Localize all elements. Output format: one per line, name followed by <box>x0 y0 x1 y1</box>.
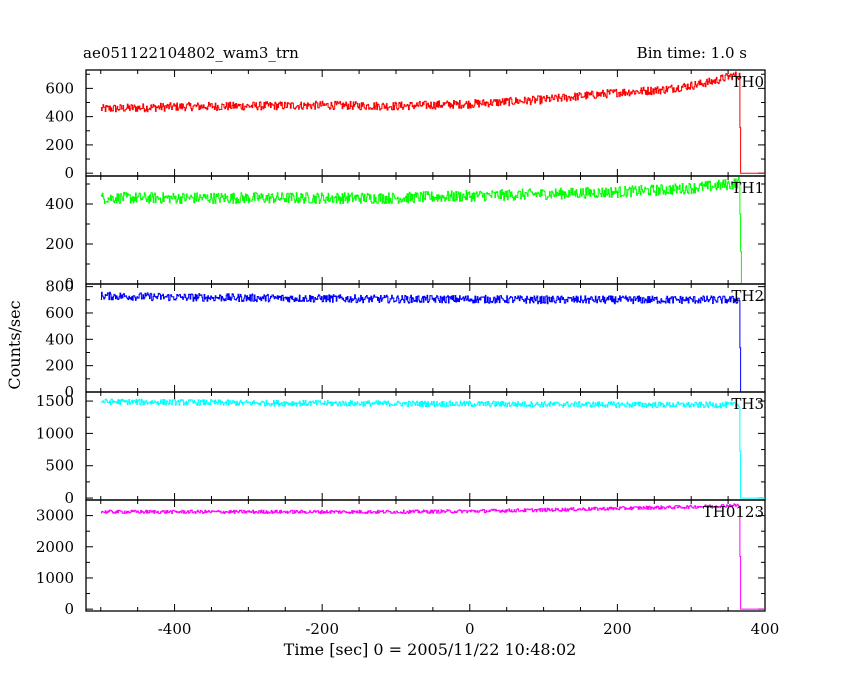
x-tick-label: -200 <box>305 620 339 638</box>
y-tick-label: 2000 <box>36 538 74 556</box>
bin-time-label: Bin time: 1.0 s <box>636 44 747 62</box>
y-tick-label: 0 <box>64 164 74 182</box>
panel-frame <box>85 391 766 501</box>
y-tick-label: 200 <box>45 235 74 253</box>
x-tick-label: 200 <box>603 620 632 638</box>
y-tick-label: 200 <box>45 136 74 154</box>
y-tick-label: 400 <box>45 330 74 348</box>
plot-title: ae051122104802_wam3_trn <box>83 44 299 62</box>
series-line-th3 <box>100 398 765 499</box>
x-tick-label: 0 <box>465 620 475 638</box>
y-tick-label: 0 <box>64 600 74 618</box>
series-line-th2 <box>100 291 765 393</box>
series-label-th3: TH3 <box>731 395 764 413</box>
y-tick-label: 0 <box>64 383 74 401</box>
panel-th0123: 0 1000 2000 3000 TH0123 <box>36 499 766 618</box>
x-tick-label: 400 <box>751 620 780 638</box>
series-label-th0: TH0 <box>731 73 764 91</box>
panel-frame <box>85 69 766 177</box>
panel-th3: 0 500 1000 1500 TH3 <box>36 391 766 507</box>
x-tick-label: -400 <box>158 620 192 638</box>
y-tick-label: 600 <box>45 304 74 322</box>
y-tick-label: 1000 <box>36 424 74 442</box>
y-tick-label: 600 <box>45 79 74 97</box>
series-label-th2: TH2 <box>731 287 764 305</box>
y-tick-label: 0 <box>64 489 74 507</box>
y-tick-label: 400 <box>45 195 74 213</box>
y-axis-label: Counts/sec <box>5 300 24 389</box>
panel-th1: 0 200 400 TH1 <box>45 175 766 293</box>
panel-th0: 0 200 400 600 TH0 <box>45 69 766 182</box>
x-axis-label: Time [sec] 0 = 2005/11/22 10:48:02 <box>284 640 577 659</box>
series-line-th0 <box>100 71 765 174</box>
y-tick-label: 500 <box>45 457 74 475</box>
y-tick-label: 0 <box>64 275 74 293</box>
series-line-th1 <box>100 176 765 285</box>
y-tick-label: 200 <box>45 357 74 375</box>
y-tick-label: 400 <box>45 108 74 126</box>
series-label-th0123: TH0123 <box>703 503 764 521</box>
series-label-th1: TH1 <box>731 179 764 197</box>
panel-th2: 0 200 400 600 800 TH2 <box>45 278 766 401</box>
y-tick-label: 800 <box>45 278 74 296</box>
series-line-th0123 <box>100 503 765 610</box>
panel-frame <box>85 499 766 612</box>
y-tick-label: 3000 <box>36 507 74 525</box>
y-tick-label: 1500 <box>36 392 74 410</box>
y-tick-label: 1000 <box>36 569 74 587</box>
